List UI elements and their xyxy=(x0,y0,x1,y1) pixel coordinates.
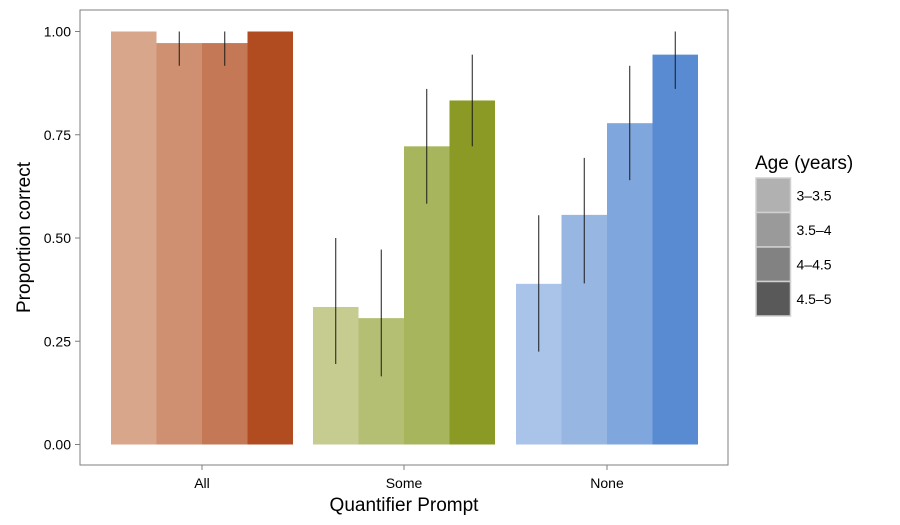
x-tick-label: Some xyxy=(386,475,423,491)
y-tick-label: 1.00 xyxy=(44,24,71,40)
x-axis: All Some None xyxy=(194,465,624,491)
bars xyxy=(111,31,698,445)
legend-title: Age (years) xyxy=(755,153,853,174)
legend-swatch xyxy=(755,246,792,283)
x-tick-label: All xyxy=(194,475,210,491)
legend: Age (years) 3–3.5 3.5–4 4–4.5 4.5–5 xyxy=(755,153,853,317)
y-axis-title: Proportion correct xyxy=(14,161,35,313)
legend-swatch xyxy=(755,177,792,214)
legend-label: 3–3.5 xyxy=(797,187,832,203)
y-tick-label: 0.75 xyxy=(44,127,71,143)
bar xyxy=(247,31,293,445)
bar xyxy=(111,31,157,445)
x-tick-label: None xyxy=(590,475,624,491)
legend-label: 4–4.5 xyxy=(797,256,832,272)
y-tick-label: 0.00 xyxy=(44,437,71,453)
legend-swatch xyxy=(755,211,792,248)
x-axis-title: Quantifier Prompt xyxy=(330,495,480,516)
y-tick-label: 0.25 xyxy=(44,333,71,349)
legend-label: 3.5–4 xyxy=(797,222,832,238)
bar xyxy=(652,54,698,445)
bar xyxy=(156,43,202,445)
y-tick-label: 0.50 xyxy=(44,230,71,246)
y-axis: 0.00 0.25 0.50 0.75 1.00 xyxy=(44,24,80,453)
bar xyxy=(202,43,248,445)
bar xyxy=(449,100,495,445)
legend-label: 4.5–5 xyxy=(797,291,832,307)
legend-swatch xyxy=(755,280,792,317)
error-bars xyxy=(178,31,676,377)
